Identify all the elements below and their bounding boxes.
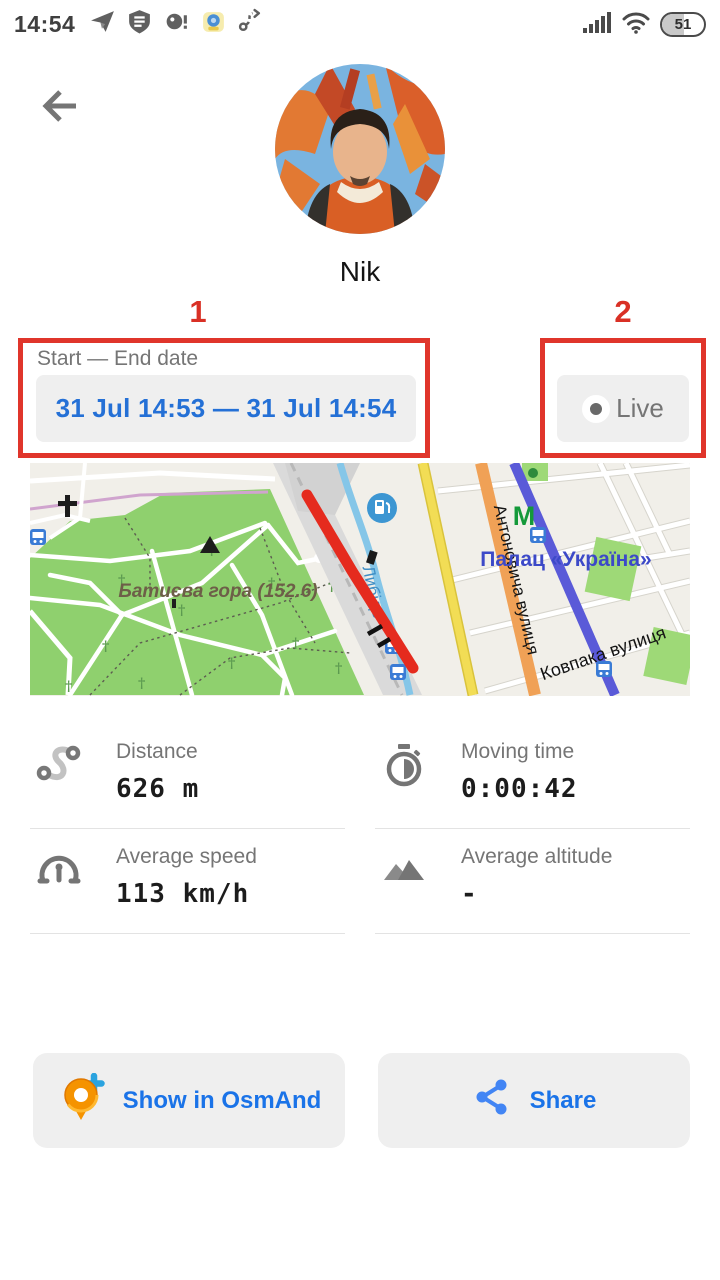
shield-notification-icon (126, 8, 153, 40)
metro-icon: M (513, 501, 536, 531)
stat-label: Distance (116, 740, 198, 763)
stat-average-altitude: Average altitude - (375, 829, 690, 934)
annotation-box-live: Live (540, 338, 706, 458)
svg-text:†: † (228, 656, 235, 672)
fuel-station-icon (367, 493, 397, 523)
date-range-label: Start — End date (37, 347, 199, 370)
annotation-number-1: 1 (189, 294, 207, 329)
stat-value: - (461, 879, 478, 909)
date-range-value: 31 Jul 14:53 — 31 Jul 14:54 (55, 393, 397, 423)
stat-label: Average speed (116, 845, 257, 868)
share-button[interactable]: Share (378, 1053, 690, 1148)
alert-notification-icon (163, 8, 190, 40)
annotation-number-2: 2 (614, 294, 632, 329)
svg-text:†: † (118, 573, 125, 589)
telegram-notification-icon (89, 8, 116, 40)
avatar (275, 64, 445, 234)
stat-value: 626 m (116, 774, 200, 804)
mountains-icon (381, 847, 427, 893)
stat-average-speed: Average speed 113 km/h (30, 829, 345, 934)
stat-moving-time: Moving time 0:00:42 (375, 724, 690, 829)
map-label-hill: Батиєва гора (152.6) (118, 581, 317, 602)
live-status-dot (582, 394, 611, 423)
svg-text:†: † (178, 603, 185, 619)
stats-grid: Distance 626 m Moving time 0:00:42 (30, 724, 690, 934)
map-label-palace: Палац «Україна» (480, 548, 651, 571)
date-range-chip[interactable]: 31 Jul 14:53 — 31 Jul 14:54 (36, 375, 416, 442)
clock: 14:54 (14, 10, 76, 37)
live-label: Live (616, 393, 664, 423)
annotation-box-date-range: Start — End date 31 Jul 14:53 — 31 Jul 1… (18, 338, 430, 458)
stat-distance: Distance 626 m (30, 724, 345, 829)
svg-text:†: † (138, 676, 145, 692)
back-arrow-icon (42, 90, 76, 122)
status-bar: 14:54 51 (0, 0, 720, 48)
svg-text:†: † (102, 639, 109, 655)
stat-value: 113 km/h (116, 879, 250, 909)
live-toggle[interactable]: Live (557, 375, 689, 442)
show-in-osmand-button[interactable]: Show in OsmAnd (33, 1053, 345, 1148)
osmand-logo-icon (57, 1072, 105, 1128)
svg-text:†: † (292, 636, 299, 652)
svg-text:†: † (268, 576, 275, 592)
track-line (301, 489, 419, 674)
share-icon (472, 1077, 512, 1124)
svg-text:†: † (328, 579, 335, 595)
stat-label: Moving time (461, 740, 575, 763)
signal-icon (582, 9, 612, 40)
map-preview[interactable]: ††† ††† ††† †† Батиєва гора (152.6) (30, 463, 690, 696)
stopwatch-icon (381, 742, 427, 788)
battery-fill (662, 13, 684, 35)
svg-text:†: † (335, 661, 342, 677)
battery-icon: 51 (660, 11, 706, 37)
stat-value: 0:00:42 (461, 774, 578, 804)
svg-text:†: † (65, 679, 72, 695)
route-distance-icon (36, 742, 82, 788)
wifi-icon (621, 9, 651, 40)
stat-label: Average altitude (461, 845, 613, 868)
battery-percent: 51 (674, 15, 692, 33)
profile-name: Nik (339, 256, 381, 287)
share-label: Share (529, 1086, 597, 1114)
app-notification-icon (200, 8, 227, 40)
show-in-osmand-label: Show in OsmAnd (122, 1086, 322, 1114)
route-notification-icon (237, 8, 264, 40)
speedometer-icon (36, 847, 82, 893)
back-button[interactable] (34, 82, 82, 130)
